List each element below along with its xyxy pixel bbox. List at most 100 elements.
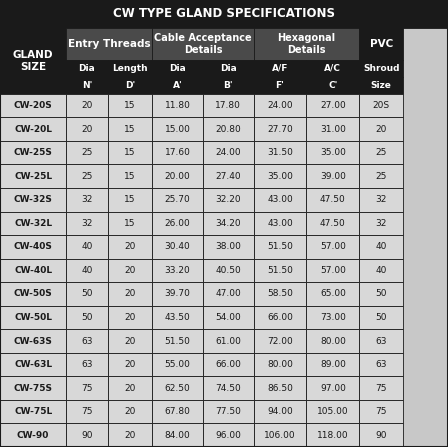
Bar	[306, 141, 359, 164]
Text: 50: 50	[81, 290, 93, 299]
Bar	[203, 282, 254, 306]
Text: 96.00: 96.00	[215, 431, 241, 440]
Bar	[152, 376, 203, 400]
Text: 15.00: 15.00	[165, 125, 190, 134]
Bar	[108, 376, 152, 400]
Text: 47.50: 47.50	[320, 219, 346, 228]
Bar	[0, 211, 66, 235]
Bar	[108, 329, 152, 353]
Text: 20: 20	[124, 290, 136, 299]
Text: CW-20L: CW-20L	[14, 125, 52, 134]
Text: CW TYPE GLAND SPECIFICATIONS: CW TYPE GLAND SPECIFICATIONS	[113, 7, 335, 21]
Text: PVC: PVC	[370, 39, 393, 49]
Text: 31.50: 31.50	[267, 148, 293, 157]
Bar	[108, 60, 152, 77]
Text: Length: Length	[112, 64, 148, 73]
Text: 57.00: 57.00	[320, 266, 346, 275]
Text: 43.00: 43.00	[267, 195, 293, 204]
Text: 75: 75	[375, 407, 387, 416]
Bar	[66, 60, 108, 77]
Text: 97.00: 97.00	[320, 384, 346, 392]
Bar	[0, 28, 66, 94]
Text: 90: 90	[81, 431, 93, 440]
Bar	[254, 306, 306, 329]
Bar	[306, 164, 359, 188]
Bar	[306, 118, 359, 141]
Text: 15: 15	[124, 172, 136, 181]
Bar	[254, 28, 359, 60]
Text: 20: 20	[375, 125, 387, 134]
Bar	[152, 211, 203, 235]
Bar	[254, 282, 306, 306]
Bar	[203, 188, 254, 211]
Text: 63: 63	[375, 337, 387, 346]
Bar	[0, 353, 66, 376]
Text: 39.70: 39.70	[165, 290, 190, 299]
Text: 50: 50	[375, 313, 387, 322]
Bar	[359, 77, 403, 94]
Bar	[108, 94, 152, 118]
Bar	[359, 353, 403, 376]
Text: 27.40: 27.40	[215, 172, 241, 181]
Text: 20: 20	[124, 431, 136, 440]
Bar	[108, 353, 152, 376]
Text: 47.00: 47.00	[215, 290, 241, 299]
Text: 47.50: 47.50	[320, 195, 346, 204]
Bar	[108, 77, 152, 94]
Text: 63: 63	[81, 360, 93, 369]
Text: CW-40S: CW-40S	[14, 242, 52, 251]
Bar	[306, 353, 359, 376]
Text: 40: 40	[81, 266, 93, 275]
Text: 38.00: 38.00	[215, 242, 241, 251]
Text: GLAND
SIZE: GLAND SIZE	[13, 50, 53, 72]
Text: CW-63S: CW-63S	[14, 337, 52, 346]
Bar	[254, 164, 306, 188]
Bar	[203, 77, 254, 94]
Bar	[203, 118, 254, 141]
Text: 61.00: 61.00	[215, 337, 241, 346]
Bar	[152, 259, 203, 282]
Bar	[108, 400, 152, 423]
Bar	[359, 306, 403, 329]
Text: CW-63L: CW-63L	[14, 360, 52, 369]
Bar	[359, 164, 403, 188]
Bar	[203, 423, 254, 447]
Text: 20: 20	[124, 313, 136, 322]
Bar	[0, 376, 66, 400]
Bar	[359, 211, 403, 235]
Bar	[108, 306, 152, 329]
Text: 75: 75	[81, 384, 93, 392]
Text: CW-32S: CW-32S	[14, 195, 52, 204]
Text: 27.70: 27.70	[267, 125, 293, 134]
Bar	[66, 306, 108, 329]
Bar	[152, 141, 203, 164]
Bar	[152, 188, 203, 211]
Text: 75: 75	[81, 407, 93, 416]
Text: 17.80: 17.80	[215, 101, 241, 110]
Bar	[306, 259, 359, 282]
Bar	[108, 141, 152, 164]
Text: 33.20: 33.20	[165, 266, 190, 275]
Bar	[66, 94, 108, 118]
Bar	[152, 282, 203, 306]
Text: 55.00: 55.00	[165, 360, 190, 369]
Bar	[306, 94, 359, 118]
Bar	[0, 0, 448, 28]
Bar	[254, 423, 306, 447]
Bar	[0, 259, 66, 282]
Bar	[66, 188, 108, 211]
Text: 58.50: 58.50	[267, 290, 293, 299]
Bar	[306, 282, 359, 306]
Text: 24.00: 24.00	[215, 148, 241, 157]
Text: 67.80: 67.80	[165, 407, 190, 416]
Text: CW-90: CW-90	[17, 431, 49, 440]
Bar	[254, 188, 306, 211]
Text: D': D'	[125, 81, 135, 90]
Bar	[66, 77, 108, 94]
Bar	[108, 211, 152, 235]
Text: Cable Acceptance
Details: Cable Acceptance Details	[154, 33, 252, 55]
Text: 25.70: 25.70	[165, 195, 190, 204]
Bar	[203, 94, 254, 118]
Bar	[66, 282, 108, 306]
Bar	[0, 118, 66, 141]
